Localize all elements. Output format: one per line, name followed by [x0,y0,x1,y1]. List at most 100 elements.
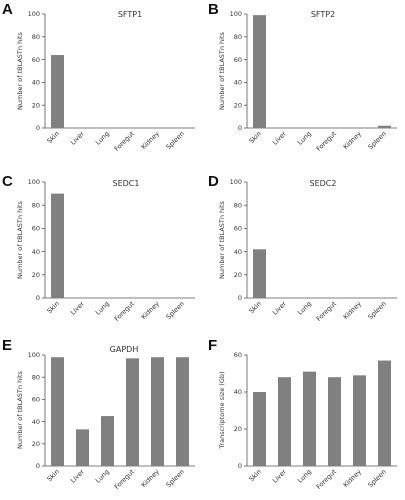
y-tick-label: 80 [234,33,242,41]
y-tick-label: 80 [32,373,40,381]
panel-letter: D [208,173,219,190]
chart-panel-e: E GAPDH Number of tBLASTn hits 0 20 40 60 80 100… [2,337,195,491]
bar-liver [76,429,89,466]
bar-spleen [378,360,391,466]
y-tick-label: 0 [238,462,242,470]
y-tick-label: 100 [28,10,40,18]
y-tick-label: 20 [32,101,40,109]
bar-spleen [176,357,189,466]
chart-title: SFTP1 [118,10,142,19]
y-tick-label: 40 [234,79,242,87]
panel-letter: C [2,173,13,190]
bar-skin [51,55,64,128]
bar-kidney [151,357,164,466]
y-tick-label: 20 [234,425,242,433]
x-tick-label: Kidney [140,468,161,489]
y-tick-label: 60 [32,225,40,233]
x-tick-label: Lung [296,468,313,485]
chart-panel-b: B SFTP2 Number of tBLASTn hits 0 20 40 60 80 100… [208,1,397,153]
bar-lung [101,416,114,466]
y-tick-label: 0 [36,462,40,470]
chart-panel-c: C SEDC1 Number of tBLASTn hits 0 20 40 60 80 100… [2,173,195,323]
x-tick-label: Spleen [165,468,186,489]
y-tick-label: 60 [234,351,242,359]
x-tick-label: Liver [69,130,86,147]
y-tick-label: 0 [36,294,40,302]
y-tick-label: 80 [32,201,40,209]
x-tick-label: Skin [247,130,262,145]
x-tick-label: Foregut [113,129,137,153]
x-tick-label: Skin [45,468,60,483]
bar-liver [278,377,291,466]
y-tick-label: 100 [28,351,40,359]
x-tick-label: Lung [94,468,111,485]
y-tick-label: 80 [234,201,242,209]
x-tick-label: Spleen [367,300,388,321]
y-tick-label: 60 [234,225,242,233]
y-axis-label: Transcriptome size (Gb) [218,371,226,449]
y-tick-label: 60 [32,396,40,404]
x-tick-label: Skin [247,468,262,483]
panel-letter: F [208,337,217,354]
y-tick-label: 60 [234,56,242,64]
x-tick-label: Spleen [165,300,186,321]
x-tick-label: Liver [69,300,86,317]
x-tick-label: Spleen [367,468,388,489]
x-tick-label: Lung [296,130,313,147]
bar-foregut [328,377,341,466]
y-tick-label: 40 [234,248,242,256]
bar-skin [253,392,266,466]
x-tick-label: Lung [296,300,313,317]
x-tick-label: Liver [271,130,288,147]
bar-skin [253,15,266,129]
bar-kidney [353,375,366,466]
bar-skin [51,193,64,298]
x-tick-label: Kidney [342,300,363,321]
x-tick-label: Kidney [342,130,363,151]
y-tick-label: 40 [32,248,40,256]
x-tick-label: Foregut [315,129,339,153]
y-tick-label: 20 [32,440,40,448]
y-tick-label: 0 [238,124,242,132]
y-tick-label: 100 [28,178,40,186]
bar-skin [253,249,266,298]
x-tick-label: Foregut [315,299,339,323]
x-tick-label: Spleen [165,130,186,151]
chart-title: GAPDH [110,345,139,354]
x-tick-label: Foregut [113,467,137,491]
y-tick-label: 20 [32,271,40,279]
x-tick-label: Kidney [140,300,161,321]
x-tick-label: Liver [271,468,288,485]
x-tick-label: Skin [247,300,262,315]
x-tick-label: Liver [69,468,86,485]
x-tick-label: Lung [94,130,111,147]
y-tick-label: 20 [234,271,242,279]
y-axis-label: Number of tBLASTn hits [16,200,24,278]
bar-spleen [378,125,391,128]
y-tick-label: 80 [32,33,40,41]
chart-title: SFTP2 [311,10,335,19]
bar-foregut [126,358,139,466]
x-tick-label: Spleen [367,130,388,151]
y-tick-label: 100 [230,10,242,18]
chart-title: SEDC1 [113,179,140,188]
y-tick-label: 60 [32,56,40,64]
y-tick-label: 40 [234,388,242,396]
panel-letter: A [2,1,13,18]
y-tick-label: 40 [32,79,40,87]
x-tick-label: Skin [45,300,60,315]
x-tick-label: Foregut [315,467,339,491]
y-tick-label: 0 [238,294,242,302]
panel-letter: E [2,337,12,354]
panel-letter: B [208,1,219,18]
y-axis-label: Number of tBLASTn hits [218,31,226,109]
chart-panel-f: F Transcriptome size (Gb) 0 20 40 60 Skin Liver… [208,337,397,491]
y-axis-label: Number of tBLASTn hits [16,370,24,448]
x-tick-label: Liver [271,300,288,317]
bar-lung [303,371,316,466]
y-axis-label: Number of tBLASTn hits [16,31,24,109]
x-tick-label: Kidney [140,130,161,151]
x-tick-label: Lung [94,300,111,317]
bar-skin [51,357,64,466]
x-tick-label: Kidney [342,468,363,489]
